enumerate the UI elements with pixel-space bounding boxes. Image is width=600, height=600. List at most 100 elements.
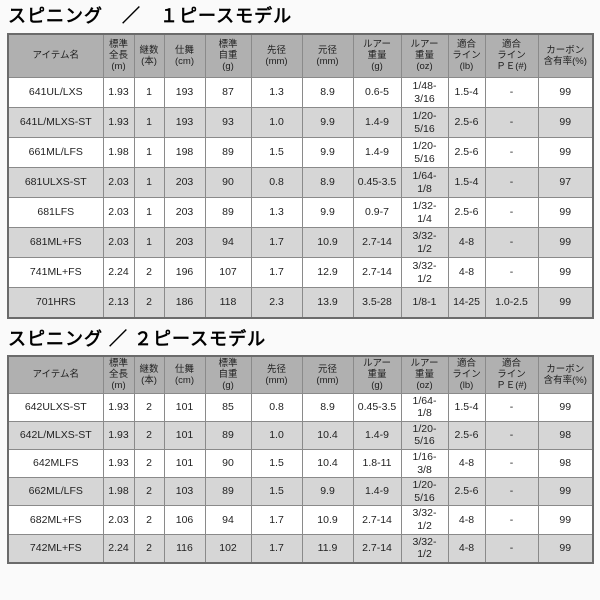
- spec-cell: 87: [204, 77, 252, 108]
- spec-cell: 2: [133, 392, 165, 422]
- spec-cell: 2.03: [102, 505, 135, 535]
- column-header: ルアー 重量 (g): [352, 33, 402, 78]
- table-row: 681ML+FS 2.03 1 203 94 1.7 10.9 2.7-14 3/32- 1/2…: [7, 227, 594, 258]
- spec-cell: 1.93: [102, 448, 135, 479]
- spec-table-2piece: アイテム名 標準 全長 (m) 継数 (本) 仕舞 (cm) 標準 自重 (g) 先径 (…: [7, 355, 594, 564]
- spec-cell: 2.5-6: [447, 137, 486, 168]
- header-row: アイテム名 標準 全長 (m) 継数 (本) 仕舞 (cm) 標準 自重 (g) 先径 (…: [7, 355, 594, 394]
- spec-cell: 1.7: [250, 257, 303, 288]
- item-name-cell: 641L/MLXS-ST: [7, 107, 104, 138]
- header-row: アイテム名 標準 全長 (m) 継数 (本) 仕舞 (cm) 標準 自重 (g) 先径 (…: [7, 33, 594, 78]
- column-header: 適合 ライン ＰＥ(#): [484, 355, 539, 394]
- spec-cell: 102: [204, 533, 252, 564]
- spec-cell: -: [484, 137, 539, 168]
- item-name-cell: 642MLFS: [7, 448, 104, 479]
- spec-cell: 1.5: [250, 477, 303, 507]
- spec-cell: 99: [537, 197, 594, 228]
- spec-cell: 89: [204, 477, 252, 507]
- spec-cell: 10.4: [301, 420, 354, 450]
- item-name-cell: 662ML/LFS: [7, 477, 104, 507]
- spec-cell: 0.8: [250, 167, 303, 198]
- table-row: 661ML/LFS 1.98 1 198 89 1.5 9.9 1.4-9 1/20- 5/16…: [7, 137, 594, 168]
- spec-cell: 1.7: [250, 227, 303, 258]
- spec-cell: 101: [163, 392, 206, 422]
- spec-cell: 0.45-3.5: [352, 167, 402, 198]
- column-header: 標準 自重 (g): [204, 33, 252, 78]
- column-header: 先径 (mm): [250, 355, 303, 394]
- spec-cell: 1: [133, 137, 165, 168]
- spec-cell: 90: [204, 448, 252, 479]
- spec-cell: 2.03: [102, 167, 135, 198]
- item-name-cell: 701HRS: [7, 287, 104, 318]
- spec-cell: 1.93: [102, 392, 135, 422]
- spec-cell: 0.9-7: [352, 197, 402, 228]
- spec-cell: -: [484, 420, 539, 450]
- item-name-cell: 642L/MLXS-ST: [7, 420, 104, 450]
- spec-cell: -: [484, 197, 539, 228]
- section-title-2piece: スピニング ／ ２ピースモデル: [8, 328, 267, 349]
- spec-cell: -: [484, 477, 539, 507]
- spec-cell: 1.3: [250, 197, 303, 228]
- spec-cell: 0.45-3.5: [352, 392, 402, 422]
- spec-table-1piece-header: アイテム名 標準 全長 (m) 継数 (本) 仕舞 (cm) 標準 自重 (g) 先径 (…: [7, 33, 594, 78]
- column-header: アイテム名: [7, 33, 104, 78]
- column-header: 適合 ライン ＰＥ(#): [484, 33, 539, 78]
- spec-cell: 9.9: [301, 197, 354, 228]
- spec-cell: 1/20- 5/16: [400, 107, 449, 138]
- table-row: 642ULXS-ST 1.93 2 101 85 0.8 8.9 0.45-3.5 1/64- …: [7, 392, 594, 422]
- column-header: 継数 (本): [133, 33, 165, 78]
- spec-cell: 1.5: [250, 448, 303, 479]
- table-row: 641UL/LXS 1.93 1 193 87 1.3 8.9 0.6-5 1/48- 3/16…: [7, 77, 594, 108]
- spec-cell: 0.6-5: [352, 77, 402, 108]
- spec-cell: 1: [133, 227, 165, 258]
- spec-cell: 2: [133, 257, 165, 288]
- table-row: 681ULXS-ST 2.03 1 203 90 0.8 8.9 0.45-3.5 1/64- …: [7, 167, 594, 198]
- spec-cell: 2.7-14: [352, 257, 402, 288]
- spec-table-2piece-header: アイテム名 標準 全長 (m) 継数 (本) 仕舞 (cm) 標準 自重 (g) 先径 (…: [7, 355, 594, 394]
- spec-cell: -: [484, 392, 539, 422]
- spec-cell: 90: [204, 167, 252, 198]
- spec-cell: 12.9: [301, 257, 354, 288]
- item-name-cell: 681ULXS-ST: [7, 167, 104, 198]
- spec-cell: 1.5-4: [447, 167, 486, 198]
- spec-cell: 1: [133, 107, 165, 138]
- spec-cell: 9.9: [301, 107, 354, 138]
- spec-cell: 2.24: [102, 533, 135, 564]
- spec-cell: -: [484, 107, 539, 138]
- spec-cell: 193: [163, 107, 206, 138]
- spec-cell: 3/32- 1/2: [400, 257, 449, 288]
- spec-cell: 11.9: [301, 533, 354, 564]
- spec-cell: 2.7-14: [352, 505, 402, 535]
- spec-cell: 99: [537, 77, 594, 108]
- item-name-cell: 681LFS: [7, 197, 104, 228]
- spec-cell: 8.9: [301, 392, 354, 422]
- spec-cell: 97: [537, 167, 594, 198]
- spec-cell: 1.0-2.5: [484, 287, 539, 318]
- spec-cell: 2.03: [102, 197, 135, 228]
- table-row: 682ML+FS 2.03 2 106 94 1.7 10.9 2.7-14 3/32- 1/2…: [7, 505, 594, 535]
- spec-cell: 14-25: [447, 287, 486, 318]
- spec-cell: 10.4: [301, 448, 354, 479]
- item-name-cell: 681ML+FS: [7, 227, 104, 258]
- spec-cell: 2.5-6: [447, 197, 486, 228]
- spec-cell: 99: [537, 137, 594, 168]
- spec-cell: 1.5-4: [447, 77, 486, 108]
- spec-cell: 3/32- 1/2: [400, 533, 449, 564]
- column-header: ルアー 重量 (oz): [400, 33, 449, 78]
- spec-cell: 1.8-11: [352, 448, 402, 479]
- spec-cell: 1.98: [102, 477, 135, 507]
- spec-cell: 2.03: [102, 227, 135, 258]
- spec-cell: 196: [163, 257, 206, 288]
- spec-cell: 1.4-9: [352, 107, 402, 138]
- spec-cell: 2: [133, 420, 165, 450]
- spec-cell: 198: [163, 137, 206, 168]
- column-header: 継数 (本): [133, 355, 165, 394]
- spec-cell: 94: [204, 227, 252, 258]
- spec-cell: 4-8: [447, 227, 486, 258]
- item-name-cell: 642ULXS-ST: [7, 392, 104, 422]
- column-header: 標準 全長 (m): [102, 355, 135, 394]
- item-name-cell: 742ML+FS: [7, 533, 104, 564]
- spec-cell: 10.9: [301, 227, 354, 258]
- spec-cell: 1: [133, 197, 165, 228]
